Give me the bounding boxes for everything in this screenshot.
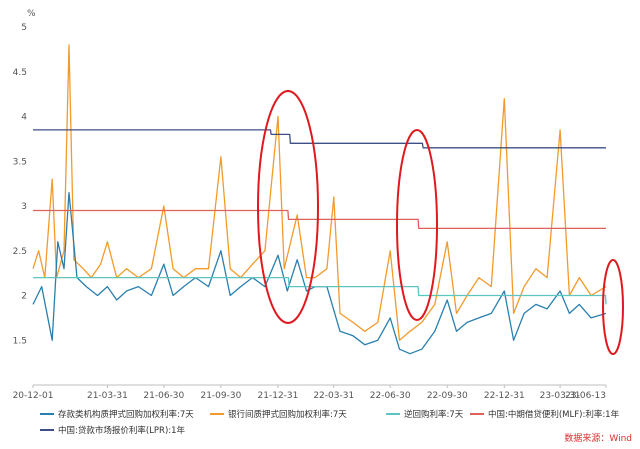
legend-label: 中国:贷款市场报价利率(LPR):1年 <box>58 425 186 436</box>
x-tick-label: 21-09-30 <box>200 391 241 401</box>
series-line-4 <box>33 129 606 149</box>
x-tick-label: 21-03-31 <box>87 391 128 401</box>
y-tick-label: 4.5 <box>13 68 27 78</box>
y-tick-label: 4 <box>21 113 27 123</box>
y-tick-label: 5 <box>21 23 27 33</box>
series-line-1 <box>32 44 607 341</box>
x-tick-label: 22-03-31 <box>313 391 354 401</box>
legend-label: 存款类机构质押式回购加权利率:7天 <box>58 409 194 420</box>
legend-label: 中国:中期借贷便利(MLF):利率:1年 <box>488 409 620 420</box>
source-note: 数据来源：Wind <box>564 432 632 444</box>
y-axis-ticks: 5 4.5 4 3.5 3 2.5 2 1.5 <box>13 23 28 346</box>
x-tick-label: 23-03-31 <box>540 391 581 401</box>
series-line-3 <box>33 209 606 230</box>
x-axis-ticks: 20-12-01 21-03-31 21-06-30 21-09-30 21-12-31… <box>13 385 607 401</box>
series-layer <box>32 44 607 355</box>
x-tick-label: 22-09-30 <box>427 391 468 401</box>
y-tick-label: 3 <box>21 202 27 212</box>
x-tick-label: 21-12-31 <box>258 391 299 401</box>
highlight-ellipse-2 <box>396 129 438 321</box>
legend-label: 银行间质押式回购加权利率:7天 <box>228 409 347 420</box>
y-tick-label: 3.5 <box>13 157 27 167</box>
x-tick-label: 22-06-30 <box>370 391 411 401</box>
x-tick-label: 23-06-13 <box>565 391 606 401</box>
x-tick-label: 22-12-31 <box>484 391 525 401</box>
series-line-2 <box>33 276 607 305</box>
series-line-0 <box>32 191 607 355</box>
highlight-ellipse-1 <box>257 90 319 324</box>
x-tick-label: 21-06-30 <box>143 391 184 401</box>
y-tick-label: 2.5 <box>13 247 27 257</box>
y-tick-label: 2 <box>21 292 27 302</box>
highlight-ellipse-3 <box>602 259 624 355</box>
y-axis-unit: % <box>27 9 36 19</box>
x-tick-label: 20-12-01 <box>13 391 54 401</box>
legend: 存款类机构质押式回购加权利率:7天 银行间质押式回购加权利率:7天 逆回购利率:7天… <box>40 409 620 436</box>
legend-label: 逆回购利率:7天 <box>404 409 464 420</box>
y-tick-label: 1.5 <box>13 336 27 346</box>
